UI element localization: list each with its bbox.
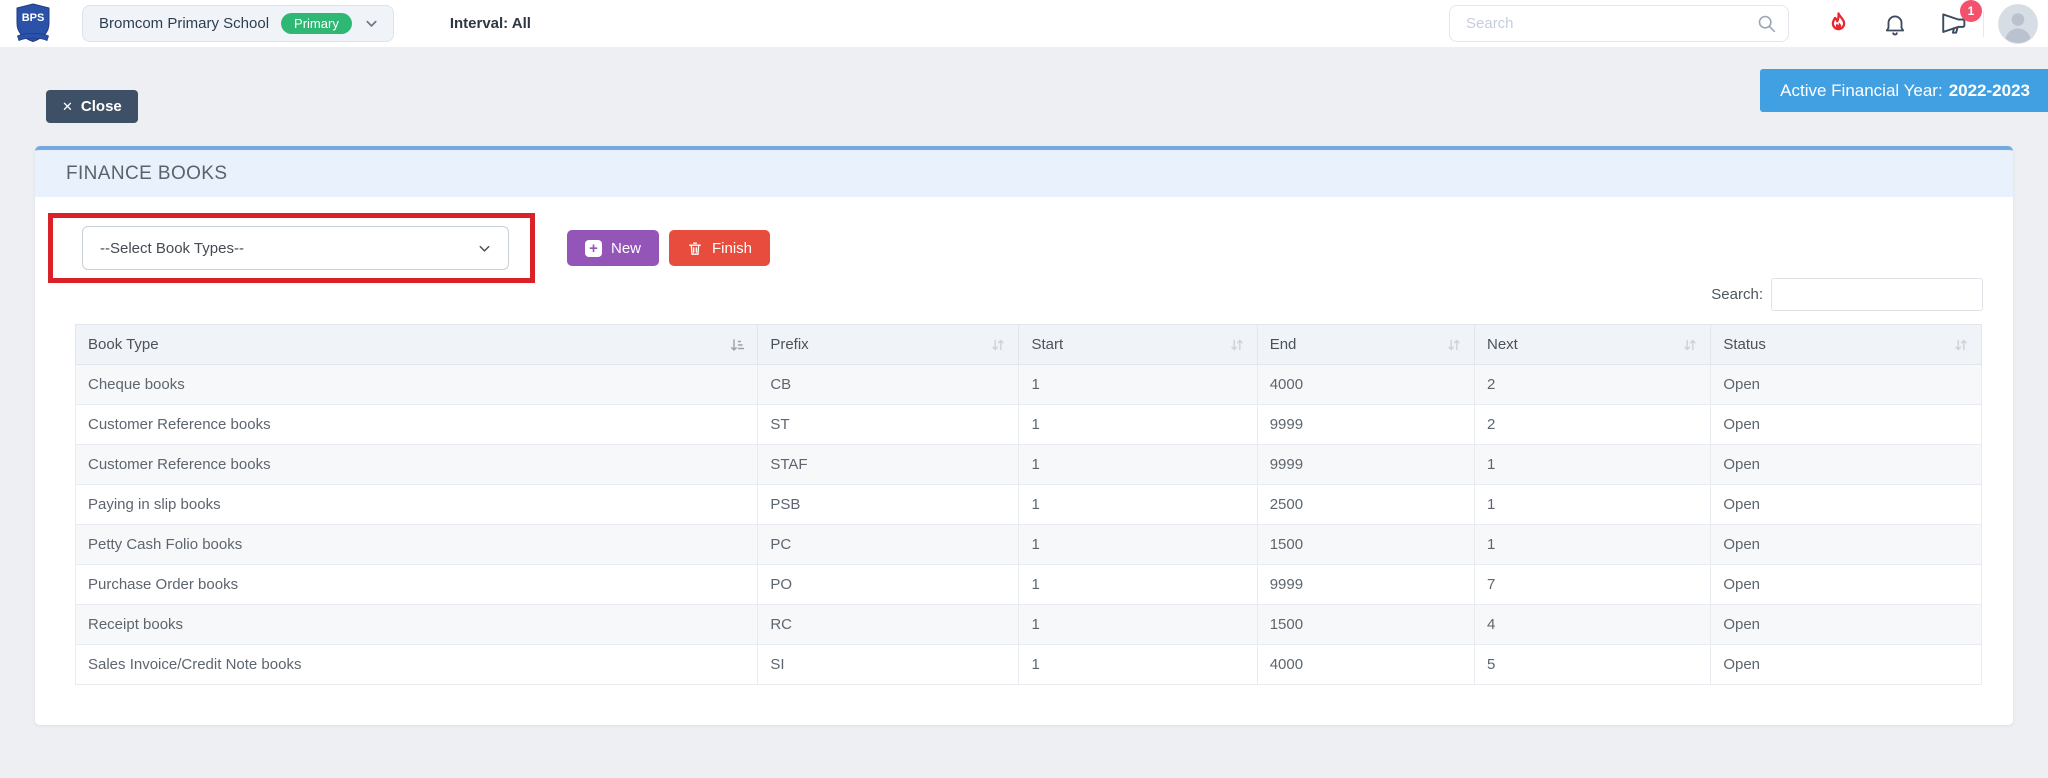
- hotjar-flame-icon[interactable]: [1825, 10, 1852, 37]
- svg-text:BPS: BPS: [22, 12, 45, 24]
- sort-icon: [1953, 337, 1969, 353]
- school-logo[interactable]: BPS: [14, 2, 52, 46]
- sort-icon: [1229, 337, 1245, 353]
- search-icon: [1756, 13, 1777, 39]
- column-header-status[interactable]: Status: [1710, 324, 1982, 365]
- table-row[interactable]: Customer Reference books ST 1 9999 2 Open: [74, 404, 1982, 445]
- column-header-end[interactable]: End: [1256, 324, 1475, 365]
- plus-icon: +: [585, 239, 602, 257]
- table-row[interactable]: Paying in slip books PSB 1 2500 1 Open: [74, 484, 1982, 525]
- table-row[interactable]: Purchase Order books PO 1 9999 7 Open: [74, 564, 1982, 605]
- interval-label: Interval: All: [449, 15, 531, 32]
- notifications-bell-icon[interactable]: [1882, 11, 1908, 37]
- column-header-prefix[interactable]: Prefix: [757, 324, 1020, 365]
- annotation-highlight-box: --Select Book Types--: [48, 213, 535, 283]
- finance-books-table: Book Type Prefix Start End Next Status Cheque…: [74, 324, 1982, 685]
- column-header-start[interactable]: Start: [1018, 324, 1258, 365]
- column-header-next[interactable]: Next: [1473, 324, 1712, 365]
- school-phase-badge: Primary: [281, 13, 352, 34]
- sort-icon: [1682, 337, 1698, 353]
- active-year-label: Active Financial Year:: [1780, 80, 1943, 100]
- school-selector[interactable]: Bromcom Primary School Primary: [82, 5, 394, 42]
- close-button-label: Close: [80, 98, 122, 115]
- table-row[interactable]: Cheque books CB 1 4000 2 Open: [74, 364, 1982, 405]
- table-row[interactable]: Receipt books RC 1 1500 4 Open: [74, 604, 1982, 645]
- column-header-book-type[interactable]: Book Type: [74, 324, 759, 365]
- controls-row: --Select Book Types-- + New Finish: [48, 213, 2013, 283]
- table-row[interactable]: Sales Invoice/Credit Note books SI 1 4000 5 O…: [74, 644, 1982, 685]
- person-icon: [1998, 3, 2038, 44]
- trash-icon: [689, 242, 702, 255]
- close-icon: ✕: [62, 98, 73, 114]
- panel-body: --Select Book Types-- + New Finish Searc…: [35, 213, 2013, 685]
- new-button-label: New: [611, 239, 642, 257]
- navbar-divider: [1983, 10, 1984, 37]
- finance-books-panel: FINANCE BOOKS --Select Book Types-- + Ne…: [35, 146, 2013, 725]
- table-search-label: Search:: [1711, 286, 1763, 303]
- table-row[interactable]: Petty Cash Folio books PC 1 1500 1 Open: [74, 524, 1982, 565]
- global-search-input[interactable]: [1449, 5, 1789, 42]
- chevron-down-icon: [366, 20, 377, 27]
- top-navbar: BPS Bromcom Primary School Primary Inter…: [0, 0, 2048, 48]
- active-year-value: 2022-2023: [1948, 80, 2030, 100]
- user-avatar[interactable]: [1998, 3, 2038, 44]
- shield-logo-icon: BPS: [16, 2, 50, 42]
- announcements-megaphone-icon[interactable]: 1: [1938, 0, 1982, 38]
- table-row[interactable]: Customer Reference books STAF 1 9999 1 Open: [74, 444, 1982, 485]
- table-header-row: Book Type Prefix Start End Next Status: [74, 324, 1982, 365]
- book-type-select[interactable]: --Select Book Types--: [82, 226, 509, 270]
- close-button[interactable]: ✕ Close: [46, 90, 138, 123]
- sort-icon: [1446, 337, 1462, 353]
- finish-button-label: Finish: [712, 239, 753, 257]
- active-financial-year-banner: Active Financial Year: 2022-2023: [1760, 69, 2048, 112]
- panel-header: FINANCE BOOKS: [35, 146, 2013, 197]
- finish-button[interactable]: Finish: [669, 230, 771, 266]
- app-root: BPS Bromcom Primary School Primary Inter…: [0, 0, 2048, 725]
- new-button[interactable]: + New: [567, 230, 660, 266]
- table-search: Search:: [1711, 278, 1983, 311]
- book-type-select-value: --Select Book Types--: [100, 239, 244, 257]
- page-toolbar: ✕ Close Active Financial Year: 2022-2023: [0, 48, 2048, 123]
- table-body: Cheque books CB 1 4000 2 Open Customer Referen…: [74, 364, 1982, 685]
- table-search-input[interactable]: [1771, 278, 1983, 311]
- sort-icon: [729, 337, 745, 353]
- school-name: Bromcom Primary School: [99, 15, 270, 32]
- panel-title: FINANCE BOOKS: [66, 162, 228, 184]
- announcement-count-badge: 1: [1960, 0, 1982, 22]
- global-search: [1449, 5, 1789, 42]
- sort-icon: [990, 337, 1006, 353]
- chevron-down-icon: [479, 245, 490, 252]
